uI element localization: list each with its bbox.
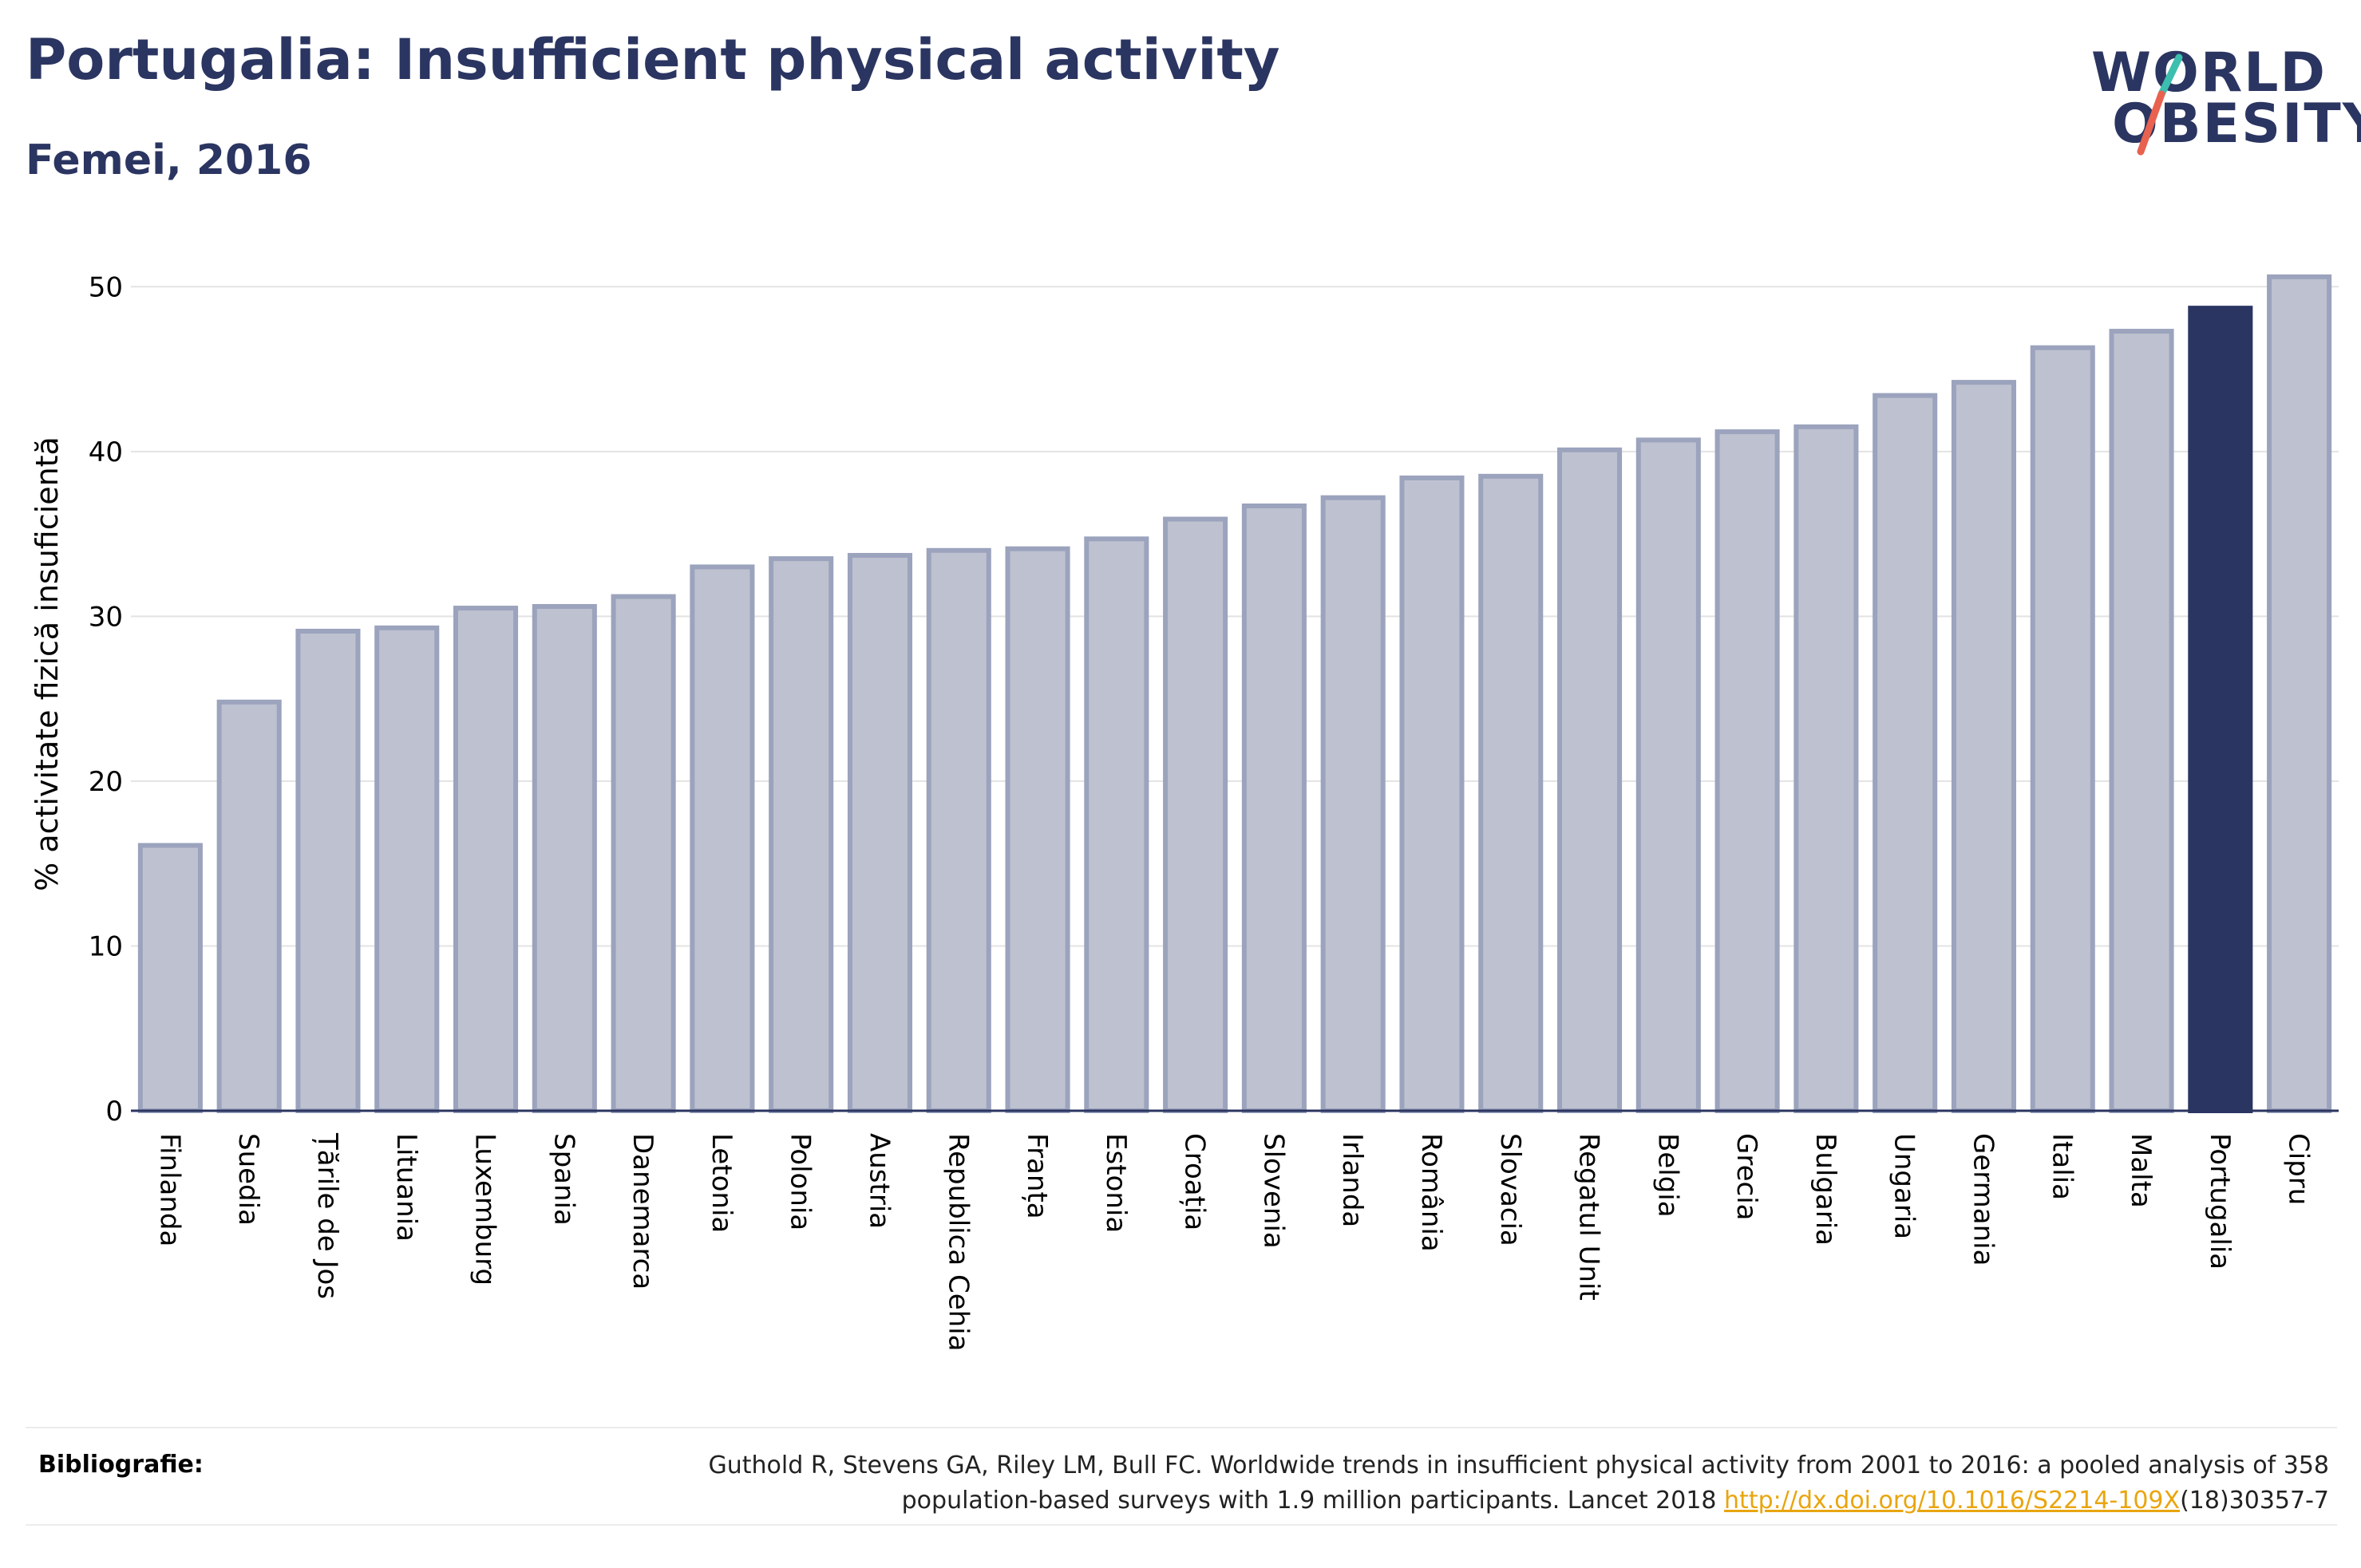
x-tick-label: Danemarca	[627, 1133, 658, 1290]
x-tick-label: Țările de Jos	[311, 1132, 343, 1299]
world-obesity-logo: WORLD OBESITY	[2075, 24, 2361, 168]
bar-franța	[1005, 546, 1070, 1113]
logo-line-1: WORLD	[2091, 41, 2327, 105]
y-tick-labels: 0 10 20 30 40 50	[89, 271, 123, 1128]
bar-țările-de-jos	[295, 628, 361, 1113]
bar-spania	[532, 603, 597, 1113]
bar-regatul-unit	[1556, 447, 1623, 1113]
bar-portugalia	[2188, 306, 2253, 1113]
bar-italia	[2030, 345, 2095, 1113]
chart-subtitle: Femei, 2016	[26, 136, 312, 184]
bar-belgia	[1635, 437, 1701, 1113]
bars	[137, 274, 2332, 1114]
bar-lituania	[374, 625, 440, 1113]
chart-title: Portugalia: Insufficient physical activi…	[26, 27, 1280, 93]
bar-românia	[1399, 475, 1465, 1113]
x-tick-label: Lituania	[390, 1133, 422, 1242]
x-tick-label: Estonia	[1100, 1133, 1132, 1233]
x-tick-label: Franța	[1021, 1133, 1053, 1219]
x-tick-label: Spania	[548, 1133, 579, 1226]
x-tick-label: Slovenia	[1257, 1133, 1289, 1249]
bar-slovenia	[1241, 504, 1307, 1113]
x-tick-label: Austria	[863, 1133, 895, 1229]
x-tick-label: Slovacia	[1494, 1133, 1526, 1246]
bibliography-line-1: Guthold R, Stevens GA, Riley LM, Bull FC…	[708, 1451, 2329, 1479]
bar-danemarca	[611, 594, 676, 1113]
x-tick-label: Irlanda	[1336, 1133, 1368, 1227]
bar-slovacia	[1478, 473, 1544, 1113]
x-tick-label: România	[1415, 1133, 1447, 1252]
logo-slash-icon	[2137, 53, 2183, 156]
bar-polonia	[769, 556, 834, 1113]
bibliography-line-2: population-based surveys with 1.9 millio…	[901, 1487, 1725, 1515]
x-tick-label: Letonia	[706, 1133, 738, 1233]
bibliography-text: Guthold R, Stevens GA, Riley LM, Bull FC…	[413, 1448, 2329, 1519]
y-tick-label: 0	[105, 1096, 123, 1128]
bar-malta	[2109, 329, 2174, 1114]
bar-cipru	[2267, 274, 2332, 1113]
y-tick-label: 30	[89, 601, 123, 633]
x-tick-label: Malta	[2125, 1133, 2157, 1208]
x-tick-label: Italia	[2046, 1133, 2078, 1200]
y-tick-label: 50	[89, 271, 123, 303]
x-tick-label: Republica Cehia	[942, 1133, 974, 1351]
bar-grecia	[1714, 429, 1780, 1113]
x-tick-label: Belgia	[1651, 1133, 1683, 1218]
y-axis-label: % activitate fizică insuficientă	[30, 436, 65, 891]
bibliography-label: Bibliografie:	[38, 1451, 204, 1479]
x-tick-label: Suedia	[232, 1133, 264, 1226]
y-tick-label: 40	[89, 436, 123, 468]
doi-link[interactable]: http://dx.doi.org/10.1016/S2214-109X	[1724, 1487, 2181, 1515]
bar-germania	[1951, 380, 2017, 1114]
x-tick-label: Ungaria	[1888, 1133, 1920, 1239]
bar-ungaria	[1873, 393, 1938, 1114]
y-tick-label: 20	[89, 766, 123, 798]
bar-chart: 0 10 20 30 40 50 Finlanda Suedia Țările de Jos L…	[30, 271, 2339, 1351]
bar-finlanda	[137, 843, 203, 1113]
x-tick-labels: Finlanda Suedia Țările de Jos Lituania Luxem…	[153, 1132, 2314, 1351]
x-tick-label: Cipru	[2283, 1133, 2315, 1205]
x-tick-label: Polonia	[785, 1133, 817, 1230]
y-tick-label: 10	[89, 930, 123, 962]
bar-letonia	[690, 564, 755, 1113]
bar-austria	[847, 552, 913, 1113]
bar-irlanda	[1320, 495, 1386, 1113]
x-tick-label: Regatul Unit	[1573, 1133, 1605, 1301]
x-tick-label: Grecia	[1730, 1133, 1762, 1220]
bar-republica-cehia	[926, 547, 991, 1113]
x-tick-label: Finlanda	[153, 1133, 185, 1246]
footer-divider-top	[26, 1427, 2337, 1428]
bar-suedia	[216, 699, 282, 1113]
bar-croația	[1163, 516, 1228, 1113]
bar-luxemburg	[453, 606, 519, 1113]
bar-bulgaria	[1793, 424, 1859, 1113]
x-tick-label: Luxemburg	[469, 1133, 501, 1286]
x-tick-label: Portugalia	[2204, 1133, 2236, 1270]
x-tick-label: Croația	[1179, 1133, 1211, 1230]
bibliography-line-2-end: (18)30357-7	[2180, 1487, 2329, 1515]
footer-divider-bottom	[26, 1524, 2337, 1526]
bar-estonia	[1084, 536, 1149, 1113]
x-tick-label: Germania	[1967, 1133, 1999, 1266]
x-tick-label: Bulgaria	[1809, 1133, 1841, 1246]
